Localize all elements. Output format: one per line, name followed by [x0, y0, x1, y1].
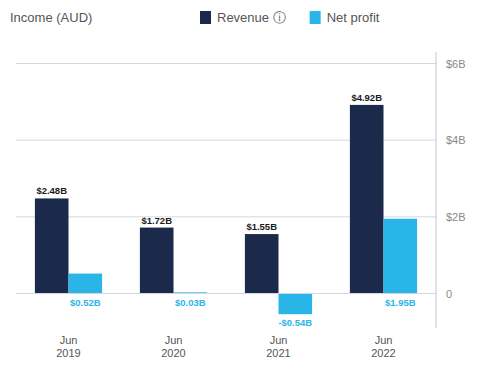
grid-line: [16, 63, 436, 64]
chart-svg: Income (AUD) Revenue ⓘ Net profit 0 $2B $4B $6…: [0, 0, 488, 382]
y-tick-label: 0: [446, 288, 452, 300]
bar: [350, 105, 384, 294]
chart-container: Income (AUD) Revenue ⓘ Net profit 0 $2B $4B $6…: [0, 0, 488, 382]
grid-line: [16, 293, 436, 294]
y-axis-line: [436, 52, 437, 328]
data-label: $1.72B: [141, 215, 172, 226]
legend-swatch: [310, 11, 321, 24]
data-label: $1.55B: [246, 221, 277, 232]
data-label: $4.92B: [351, 92, 382, 103]
legend-item: Revenue ⓘ: [200, 10, 286, 25]
legend-label: Revenue ⓘ: [217, 10, 286, 25]
data-label: $2.48B: [36, 185, 67, 196]
zero-line: [16, 293, 436, 294]
data-label: $0.52B: [70, 297, 101, 308]
bar: [140, 228, 174, 294]
legend-label: Net profit: [327, 10, 380, 25]
data-labels: $2.48B $1.72B $1.55B $4.92B $0.52B $0.03B -$0.…: [36, 92, 415, 328]
y-tick-label: $2B: [446, 211, 466, 223]
y-tick-label: $4B: [446, 134, 466, 146]
bar: [69, 274, 103, 294]
x-tick-label: Jun2022: [371, 334, 395, 359]
x-tick-label: Jun2019: [56, 334, 80, 359]
grid: [16, 64, 436, 294]
bar: [279, 294, 313, 315]
title: Income (AUD): [10, 10, 92, 25]
bars: [35, 105, 417, 314]
x-tick-label: Jun2020: [161, 334, 185, 359]
bar: [35, 198, 69, 293]
y-tick-label: $6B: [446, 58, 466, 70]
legend-swatch: [200, 11, 211, 24]
data-label: $0.03B: [175, 297, 206, 308]
data-label: -$0.54B: [278, 317, 312, 328]
data-label: $1.95B: [385, 297, 416, 308]
legend-item: Net profit: [310, 10, 380, 25]
bar: [384, 219, 418, 294]
bar: [245, 234, 279, 293]
x-tick-label: Jun2021: [266, 334, 290, 359]
